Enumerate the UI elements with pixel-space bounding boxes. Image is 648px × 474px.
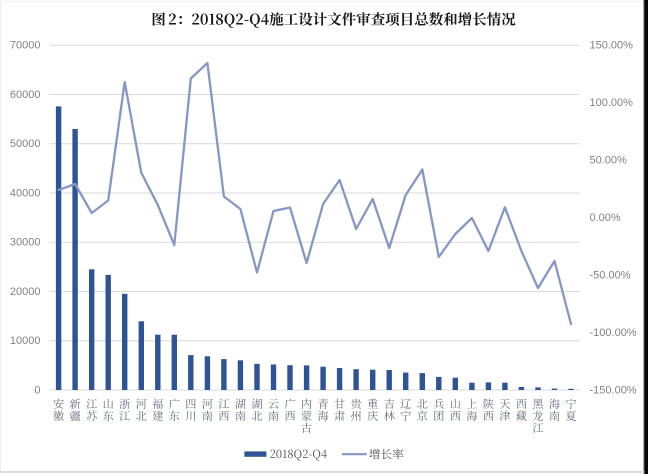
- svg-text:60000: 60000: [10, 89, 41, 101]
- svg-text:10000: 10000: [10, 335, 41, 347]
- svg-text:70000: 70000: [10, 40, 41, 52]
- svg-text:-100.00%: -100.00%: [590, 327, 637, 339]
- svg-text:0.00%: 0.00%: [590, 212, 621, 224]
- svg-text:50000: 50000: [10, 138, 41, 150]
- svg-text:30000: 30000: [10, 237, 41, 249]
- svg-text:50.00%: 50.00%: [590, 155, 628, 167]
- svg-text:0: 0: [34, 385, 40, 397]
- svg-text:40000: 40000: [10, 188, 41, 200]
- svg-text:150.00%: 150.00%: [590, 40, 634, 52]
- svg-text:20000: 20000: [10, 286, 41, 298]
- svg-text:-50.00%: -50.00%: [590, 270, 631, 282]
- svg-text:100.00%: 100.00%: [590, 97, 634, 109]
- svg-text:-150.00%: -150.00%: [590, 385, 637, 397]
